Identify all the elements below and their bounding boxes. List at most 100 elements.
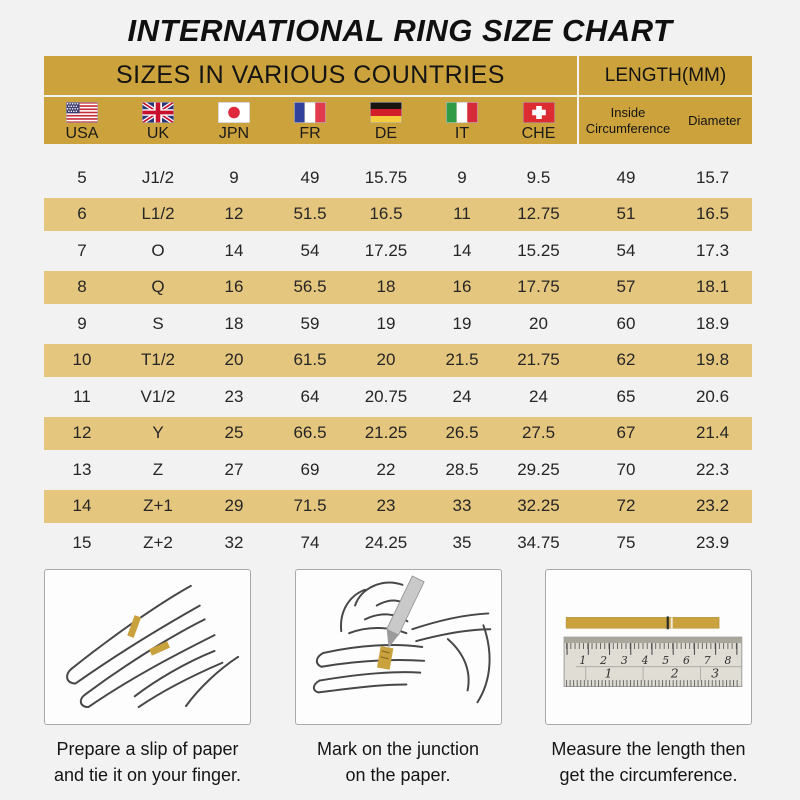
table-cell: 75 [616,532,636,552]
table-cell: 19.8 [695,350,730,369]
germany-flag-icon [370,101,402,123]
table-cell: 33 [452,496,472,515]
table-cell: O [151,240,165,260]
table-cell: 19 [376,313,396,333]
country-it: IT [424,97,500,144]
table-cell: 14 [224,240,244,260]
table-cell: 74 [300,532,320,552]
marking-pen-illustration [294,569,502,725]
table-cell: 61.5 [293,350,327,369]
table-cell: 15.75 [364,167,408,187]
table-cell: Z [152,459,164,479]
table-cell: 9 [77,313,87,333]
table-row: 8 Q 16 56.5 18 16 17.75 57 18.1 [44,270,752,304]
table-cell: 26.5 [445,423,479,442]
table-cell: 69 [300,459,320,479]
france-flag-icon [294,101,326,123]
table-cell: 12.75 [517,204,560,223]
inside-circumference-header: Inside Circumference [585,104,671,136]
caption-line: Prepare a slip of paper [56,739,239,759]
country-code: IT [454,124,470,142]
table-row: 6 L1/2 12 51.5 16.5 11 12.75 51 16.5 [44,197,752,231]
table-cell: 21.4 [695,423,730,442]
svg-text:8: 8 [725,654,732,667]
country-header-row: USA [44,97,752,144]
table-cell: 13 [72,459,92,479]
svg-text:4: 4 [641,654,649,667]
table-cell: J1/2 [141,167,175,187]
table-cell: 54 [300,240,320,260]
table-row: 10 T1/2 20 61.5 20 21.5 21.75 62 19.8 [44,343,752,377]
table-cell: Q [151,277,165,296]
table-cell: 11 [73,386,91,406]
table-cell: 18 [376,277,396,296]
country-fr: FR [272,97,348,144]
table-row: 12 Y 25 66.5 21.25 26.5 27.5 67 21.4 [44,416,752,450]
table-cell: L1/2 [141,204,175,223]
table-cell: 16.5 [695,204,730,223]
country-code: UK [146,124,170,142]
table-cell: Z+1 [143,496,173,515]
table-cell: 29 [224,496,244,515]
svg-text:3: 3 [621,654,628,667]
country-code: FR [299,124,321,142]
table-cell: 17.75 [517,277,560,296]
country-flags: USA [44,97,577,144]
table-cell: 9.5 [526,167,551,187]
table-cell: 9 [457,167,467,187]
svg-text:7: 7 [704,654,711,667]
table-body: 5 J1/2 9 49 15.75 9 9.5 49 15.7 6 L1/2 12 51.5 16.5 11… [44,161,752,559]
table-row: 9 S 18 59 19 19 20 60 18.9 [44,307,752,340]
table-cell: 20 [224,350,244,369]
table-cell: 15.7 [695,167,730,187]
table-cell: 72 [616,496,636,515]
uk-flag-icon [142,101,174,123]
table-cell: 27 [224,459,244,479]
table-cell: 16.5 [369,204,403,223]
table-cell: 23.2 [695,496,730,515]
svg-text:1: 1 [605,667,613,681]
table-cell: 21.5 [445,350,479,369]
caption-line: Mark on the junction [316,739,480,759]
country-de: DE [348,97,424,144]
paper-strip [565,617,720,629]
svg-text:2: 2 [670,667,679,681]
svg-text:2: 2 [599,654,607,667]
step-card-2: Mark on the junction on the paper. [294,569,502,788]
table-row: 7 O 14 54 17.25 14 15.25 54 17.3 [44,234,752,267]
table-cell: 32.25 [517,496,560,515]
table-cell: 59 [300,313,320,333]
table-cell: 67 [616,423,636,442]
table-cell: 70 [616,459,636,479]
table-cell: 51 [616,204,636,223]
table-cell: 14 [452,240,472,260]
table-cell: 11 [453,204,471,223]
country-jpn: JPN [196,97,272,144]
table-cell: 17.25 [364,240,408,260]
table-cell: 7 [77,240,87,260]
table-cell: 18 [224,313,244,333]
table-cell: 34.75 [517,532,560,552]
header-length-mm: LENGTH(MM) [579,56,752,95]
table-cell: 64 [300,386,320,406]
table-cell: 10 [72,350,92,369]
table-row: 11 V1/2 23 64 20.75 24 24 65 20.6 [44,380,752,413]
table-cell: Z+2 [143,532,173,552]
country-che: CHE [500,97,577,144]
table-cell: Y [152,423,164,442]
section-divider [577,97,579,144]
table-row: 15 Z+2 32 74 24.25 35 34.75 75 23.9 [44,526,752,559]
table-cell: 49 [300,167,320,187]
country-code: CHE [521,124,556,142]
table-cell: 62 [616,350,636,369]
table-cell: 23 [224,386,244,406]
table-cell: 22.3 [695,459,730,479]
country-code: JPN [218,124,250,142]
svg-text:5: 5 [662,654,669,667]
table-cell: T1/2 [140,350,176,369]
table-cell: 32 [224,532,244,552]
table-cell: 60 [616,313,636,333]
table-cell: 49 [616,167,636,187]
country-code: USA [65,124,99,142]
